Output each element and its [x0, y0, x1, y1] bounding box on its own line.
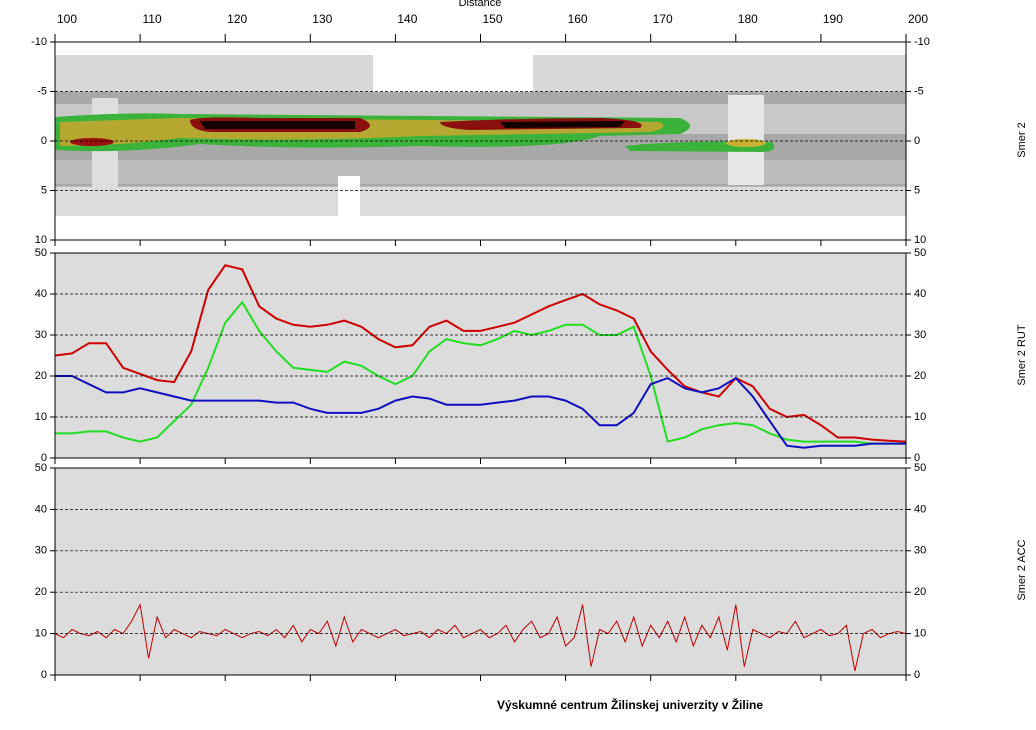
heatmap-red	[70, 138, 114, 146]
y-tick-label: -10	[31, 36, 47, 48]
panel-frame	[54, 467, 907, 676]
y-tick-label: 50	[35, 462, 47, 474]
y-tick-label: 40	[914, 288, 926, 300]
y-tick-label: 10	[35, 411, 47, 423]
series-line	[55, 300, 906, 445]
panel-frame	[54, 252, 907, 459]
y-tick-label: 0	[41, 135, 47, 147]
y-tick-label: -5	[914, 85, 924, 97]
panel-frame	[54, 41, 907, 241]
y-tick-label: 20	[35, 370, 47, 382]
y-tick-label: 30	[35, 329, 47, 341]
series-line	[54, 264, 907, 443]
panel-label: Smer 2 RUT	[1016, 324, 1028, 385]
heatmap-black	[500, 121, 625, 128]
y-tick-label: 50	[914, 247, 926, 259]
y-tick-label: 10	[35, 628, 47, 640]
x-tick-label: 200	[908, 12, 928, 26]
series-line	[55, 375, 906, 449]
heatmap-black	[200, 121, 355, 129]
y-tick-label: 0	[914, 452, 920, 464]
x-tick-label: 190	[823, 12, 843, 26]
x-tick-label: 110	[143, 12, 162, 26]
heatmap-gap	[373, 42, 533, 95]
x-tick-label: 100	[57, 12, 77, 26]
y-tick-label: 30	[914, 545, 926, 557]
y-tick-label: 10	[914, 234, 926, 246]
x-tick-label: 130	[312, 12, 332, 26]
y-tick-label: 40	[35, 288, 47, 300]
x-tick-label: 180	[738, 12, 758, 26]
heatmap-band	[55, 160, 906, 184]
y-tick-label: 50	[914, 462, 926, 474]
y-tick-label: 40	[914, 503, 926, 515]
y-tick-label: 0	[41, 452, 47, 464]
heatmap-gap	[338, 176, 360, 240]
y-tick-label: 30	[914, 329, 926, 341]
x-tick-label: 160	[568, 12, 588, 26]
plot-area	[55, 253, 906, 458]
x-tick-label: 140	[397, 12, 417, 26]
y-tick-label: 20	[914, 586, 926, 598]
y-tick-label: 10	[914, 411, 926, 423]
heatmap-image	[55, 42, 906, 240]
x-tick-label: 170	[653, 12, 673, 26]
y-tick-label: 20	[35, 586, 47, 598]
y-tick-label: 0	[914, 669, 920, 681]
y-tick-label: 40	[35, 503, 47, 515]
panel-label: Smer 2	[1016, 122, 1028, 157]
x-tick-label: 120	[227, 12, 247, 26]
y-tick-label: 5	[914, 184, 920, 196]
y-tick-label: 10	[914, 628, 926, 640]
y-tick-label: -10	[914, 36, 930, 48]
y-tick-label: 20	[914, 370, 926, 382]
x-axis-title: Distance	[459, 0, 502, 9]
y-tick-label: 0	[41, 669, 47, 681]
heatmap-yellow	[726, 139, 766, 147]
y-tick-label: 0	[914, 135, 920, 147]
y-tick-label: 5	[41, 184, 47, 196]
y-tick-label: -5	[37, 85, 47, 97]
plot-area	[55, 468, 906, 675]
heatmap-band	[55, 186, 906, 216]
y-tick-label: 10	[35, 234, 47, 246]
y-tick-label: 50	[35, 247, 47, 259]
footer: Výskumné centrum Žilinskej univerzity v …	[497, 697, 763, 712]
panel-label: Smer 2 ACC	[1016, 539, 1028, 600]
x-tick-label: 150	[482, 12, 502, 26]
y-tick-label: 30	[35, 545, 47, 557]
